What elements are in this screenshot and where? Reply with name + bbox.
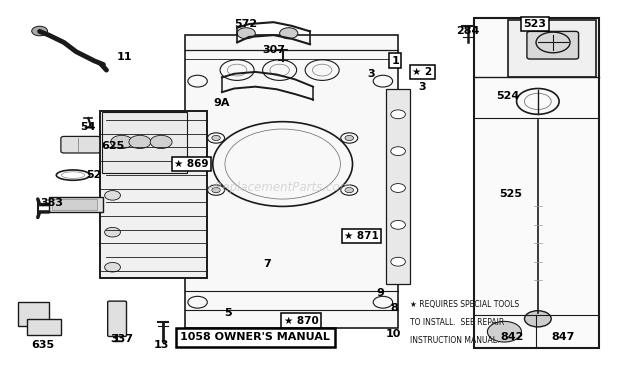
Text: 5: 5 bbox=[224, 308, 232, 318]
Circle shape bbox=[391, 110, 405, 119]
Text: 9A: 9A bbox=[214, 98, 230, 108]
Circle shape bbox=[237, 28, 255, 39]
Text: 307: 307 bbox=[262, 45, 285, 55]
FancyBboxPatch shape bbox=[61, 136, 100, 153]
Circle shape bbox=[345, 135, 353, 141]
Text: 572: 572 bbox=[234, 19, 258, 29]
Text: 842: 842 bbox=[500, 332, 523, 342]
Circle shape bbox=[525, 311, 551, 327]
FancyBboxPatch shape bbox=[185, 35, 398, 328]
Circle shape bbox=[105, 154, 120, 163]
FancyBboxPatch shape bbox=[100, 111, 206, 278]
Text: 635: 635 bbox=[31, 340, 54, 350]
FancyBboxPatch shape bbox=[386, 88, 410, 284]
Circle shape bbox=[129, 135, 151, 149]
Text: 9: 9 bbox=[376, 288, 384, 298]
Circle shape bbox=[150, 135, 172, 149]
FancyBboxPatch shape bbox=[19, 302, 49, 326]
Text: 52: 52 bbox=[87, 170, 102, 180]
Circle shape bbox=[32, 26, 48, 36]
Text: 8: 8 bbox=[390, 303, 397, 313]
Text: eReplacementParts.com: eReplacementParts.com bbox=[208, 182, 352, 194]
Text: 3: 3 bbox=[367, 69, 374, 79]
Circle shape bbox=[212, 188, 220, 193]
Text: 7: 7 bbox=[264, 259, 272, 268]
FancyBboxPatch shape bbox=[27, 319, 61, 335]
Circle shape bbox=[105, 119, 120, 128]
Text: ★ REQUIRES SPECIAL TOOLS: ★ REQUIRES SPECIAL TOOLS bbox=[410, 300, 520, 309]
Text: ★ 2: ★ 2 bbox=[412, 67, 433, 77]
Circle shape bbox=[105, 262, 120, 272]
Circle shape bbox=[391, 183, 405, 193]
Circle shape bbox=[280, 28, 298, 39]
Text: INSTRUCTION MANUAL.: INSTRUCTION MANUAL. bbox=[410, 336, 500, 345]
Circle shape bbox=[487, 321, 521, 342]
Text: TO INSTALL.  SEE REPAIR: TO INSTALL. SEE REPAIR bbox=[410, 318, 505, 327]
Circle shape bbox=[391, 147, 405, 156]
Text: 1058 OWNER'S MANUAL: 1058 OWNER'S MANUAL bbox=[180, 332, 330, 342]
Text: 1: 1 bbox=[391, 56, 399, 66]
FancyBboxPatch shape bbox=[474, 18, 598, 348]
Text: 13: 13 bbox=[154, 340, 169, 350]
Text: 284: 284 bbox=[456, 26, 480, 36]
Text: ★ 870: ★ 870 bbox=[283, 316, 318, 326]
FancyBboxPatch shape bbox=[108, 301, 126, 337]
FancyBboxPatch shape bbox=[508, 20, 596, 77]
FancyBboxPatch shape bbox=[49, 197, 104, 212]
Circle shape bbox=[105, 191, 120, 200]
Text: 337: 337 bbox=[110, 334, 133, 344]
Text: 383: 383 bbox=[40, 198, 63, 208]
Circle shape bbox=[391, 257, 405, 266]
FancyBboxPatch shape bbox=[51, 199, 97, 210]
Text: ★ 869: ★ 869 bbox=[174, 159, 209, 169]
Text: 10: 10 bbox=[386, 329, 402, 338]
Circle shape bbox=[391, 220, 405, 229]
Text: 523: 523 bbox=[523, 19, 546, 29]
Text: 11: 11 bbox=[117, 52, 133, 62]
Text: 54: 54 bbox=[81, 122, 96, 132]
Text: 847: 847 bbox=[551, 332, 575, 342]
Circle shape bbox=[345, 188, 353, 193]
FancyBboxPatch shape bbox=[527, 32, 578, 59]
FancyBboxPatch shape bbox=[102, 112, 187, 173]
Circle shape bbox=[212, 135, 220, 141]
Text: 3: 3 bbox=[418, 82, 426, 92]
Text: ★ 871: ★ 871 bbox=[344, 231, 379, 241]
Text: 525: 525 bbox=[499, 188, 522, 199]
Circle shape bbox=[105, 227, 120, 237]
Circle shape bbox=[111, 135, 133, 149]
Text: 524: 524 bbox=[496, 91, 519, 101]
Text: 625: 625 bbox=[101, 141, 124, 151]
